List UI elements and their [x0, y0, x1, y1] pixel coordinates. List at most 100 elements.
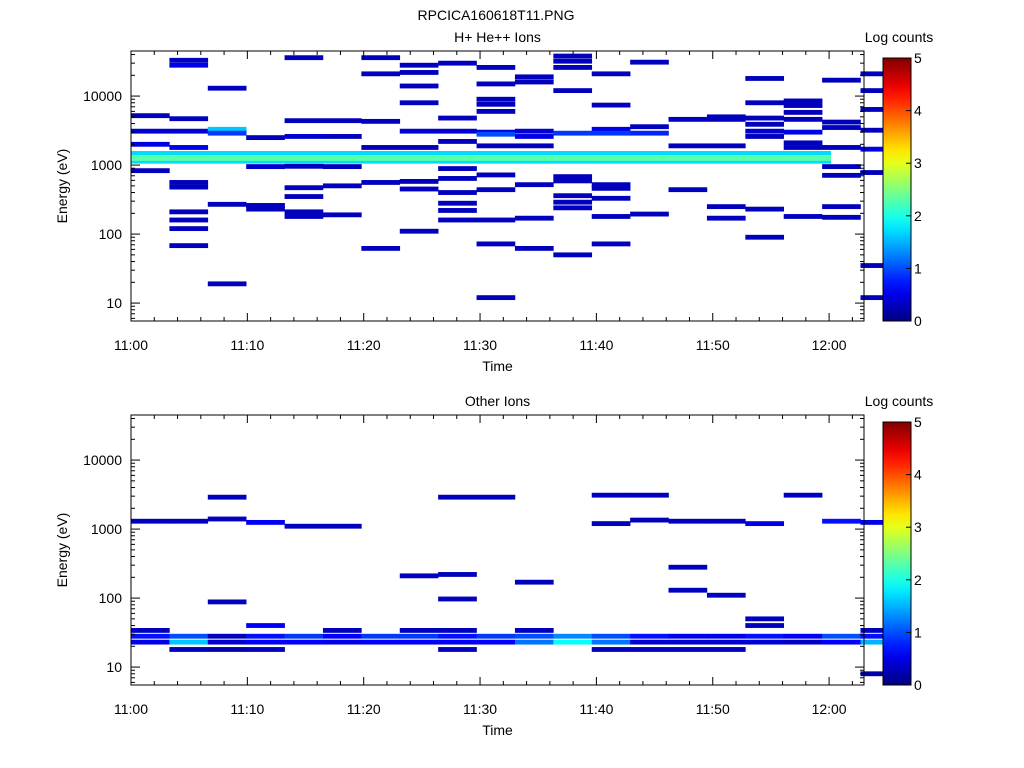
heatmap-cell	[783, 633, 823, 639]
heatmap-cell	[322, 118, 362, 124]
heatmap-cell	[860, 519, 900, 525]
heatmap-cell	[630, 59, 669, 65]
colorbar-tick-label: 4	[914, 467, 922, 483]
heatmap-cell	[591, 182, 631, 188]
heatmap-cell	[476, 639, 516, 645]
heatmap-cell	[438, 217, 477, 223]
heatmap-cell	[553, 205, 593, 211]
heatmap-cell	[822, 639, 861, 645]
heatmap-cell	[476, 494, 516, 500]
heatmap-cell	[706, 204, 746, 210]
heatmap-cell	[514, 633, 554, 639]
heatmap-cell	[438, 494, 477, 500]
heatmap-cell	[476, 101, 516, 107]
heatmap-cell	[399, 83, 439, 89]
heatmap-cell	[169, 243, 209, 249]
heatmap-cell	[438, 628, 477, 633]
heatmap-cell	[284, 185, 324, 191]
heatmap-cell	[438, 176, 477, 181]
heatmap-cell	[783, 492, 823, 498]
heatmap-cell	[169, 518, 209, 524]
heatmap-cell	[131, 639, 170, 645]
heatmap-cell	[476, 96, 516, 102]
heatmap-cell	[284, 118, 324, 124]
heatmap-cell	[745, 633, 785, 639]
heatmap-cell	[284, 55, 324, 61]
heatmap-cell	[476, 633, 516, 639]
heatmap-cell	[591, 185, 631, 191]
heatmap-cell	[745, 521, 785, 527]
heatmap-cell	[706, 143, 746, 149]
heatmap-cell	[591, 126, 631, 132]
heatmap-cell	[438, 208, 477, 213]
heatmap-cell	[706, 116, 746, 122]
heatmap-band-core	[131, 154, 832, 161]
x-tick-label: 11:20	[347, 701, 381, 717]
heatmap-cell	[860, 71, 900, 77]
y-tick-label: 10000	[83, 452, 122, 468]
x-axis-label: Time	[482, 358, 513, 374]
heatmap-cell	[630, 639, 669, 645]
heatmap-cell	[514, 134, 554, 139]
heatmap-cell	[399, 100, 439, 106]
panel-title: H+ He++ Ions	[454, 29, 541, 45]
x-tick-label: 11:50	[696, 337, 730, 353]
heatmap-cell	[169, 184, 209, 190]
heatmap-cell	[783, 214, 823, 219]
heatmap-cell	[361, 633, 401, 639]
heatmap-cell	[553, 633, 593, 639]
heatmap-cell	[131, 518, 170, 524]
heatmap-cell	[706, 592, 746, 598]
heatmap-cell	[630, 211, 669, 217]
colorbar-tick-label: 1	[914, 260, 922, 276]
heatmap-cell	[322, 134, 362, 139]
heatmap-cell	[860, 127, 900, 133]
heatmap-cell	[514, 182, 554, 188]
heatmap-cell	[399, 70, 439, 75]
heatmap-cell	[860, 671, 900, 677]
heatmap-cell	[207, 639, 247, 645]
heatmap-cell	[591, 102, 631, 108]
heatmap-cell	[668, 518, 708, 524]
heatmap-cell	[860, 146, 900, 152]
heatmap-cell	[476, 108, 516, 114]
heatmap-cell	[553, 639, 593, 645]
colorbar-tick-label: 0	[914, 677, 922, 693]
heatmap-cell	[553, 252, 593, 258]
heatmap-cell	[361, 118, 401, 124]
heatmap-cell	[207, 516, 247, 522]
heatmap-cell	[591, 647, 631, 652]
x-tick-label: 11:50	[696, 701, 730, 717]
heatmap-cell	[591, 639, 631, 645]
y-tick-label: 10000	[83, 88, 122, 104]
heatmap-cell	[438, 200, 477, 206]
heatmap-cell	[745, 115, 785, 121]
heatmap-cell	[553, 199, 593, 205]
colorbar-tick-label: 2	[914, 572, 922, 588]
heatmap-cell	[284, 209, 324, 215]
heatmap-cell	[822, 77, 861, 83]
heatmap-cell	[745, 100, 785, 106]
colorbar-tick-label: 3	[914, 155, 922, 171]
heatmap-cell	[169, 647, 209, 652]
heatmap-cell	[706, 647, 746, 652]
heatmap-cell	[553, 178, 593, 184]
plot-frame	[130, 50, 865, 322]
heatmap-cell	[860, 628, 900, 633]
heatmap-cell	[783, 109, 823, 115]
heatmap-cell	[630, 647, 669, 652]
heatmap-cell	[822, 214, 861, 220]
figure-title: RPCICA160618T11.PNG	[418, 7, 575, 23]
heatmap-cell	[822, 518, 861, 524]
panels: 11:00 11:10 11:20 11:30 11:40 11:50 12:0010100…	[54, 29, 933, 738]
heatmap-cell	[783, 639, 823, 645]
heatmap-cell	[399, 633, 439, 639]
heatmap-cell	[822, 145, 861, 150]
heatmap-panel-2: 11:00 11:10 11:20 11:30 11:40 11:50 12:0010100…	[54, 393, 933, 738]
heatmap-cell	[745, 76, 785, 81]
heatmap-cell	[553, 88, 593, 94]
heatmap-cell	[399, 62, 439, 68]
heatmap-cell	[361, 180, 401, 185]
x-tick-label: 12:00	[812, 701, 847, 717]
